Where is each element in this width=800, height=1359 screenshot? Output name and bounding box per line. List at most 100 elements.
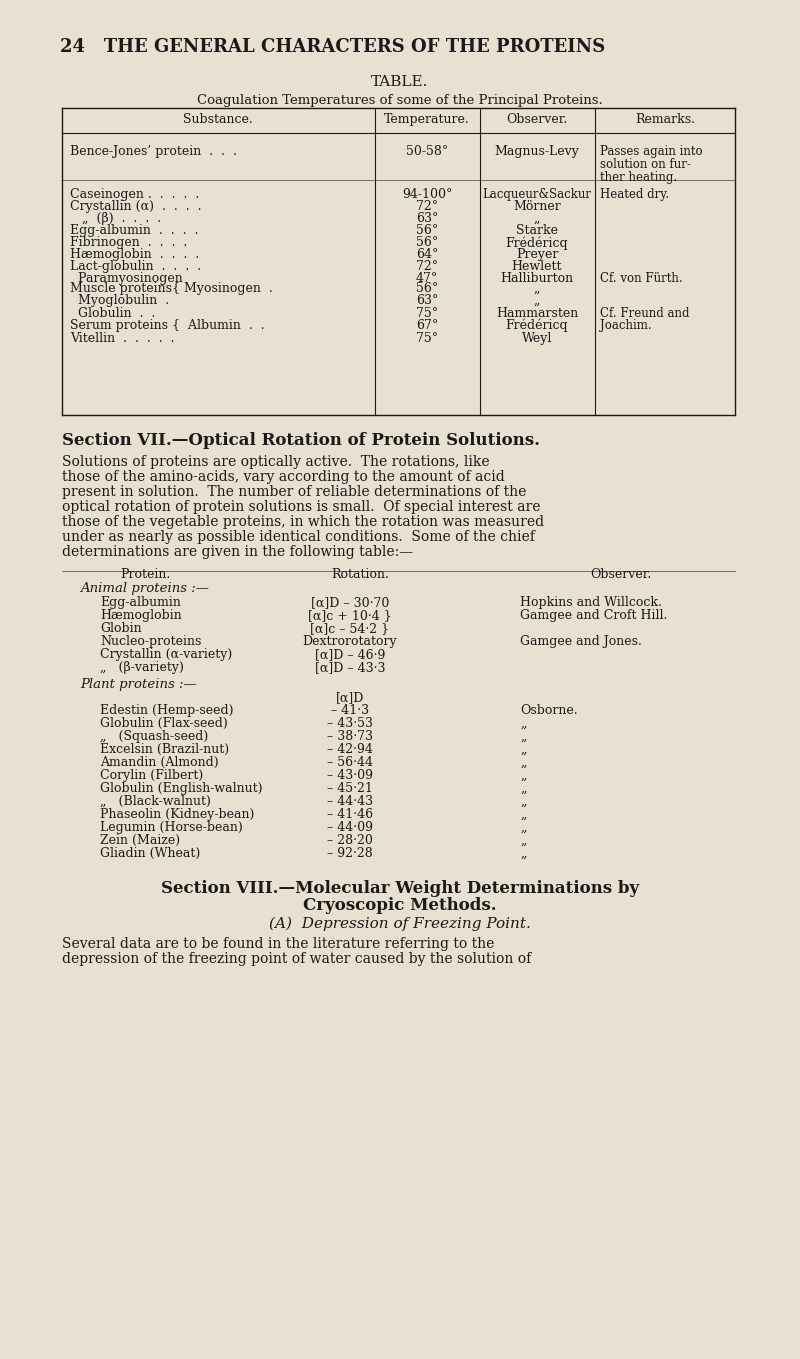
Text: „: „ [534, 294, 540, 307]
Text: [α]c – 54·2 }: [α]c – 54·2 } [310, 622, 390, 635]
Text: Animal proteins :—: Animal proteins :— [80, 582, 209, 595]
Text: Gamgee and Jones.: Gamgee and Jones. [520, 635, 642, 648]
Text: under as nearly as possible identical conditions.  Some of the chief: under as nearly as possible identical co… [62, 530, 535, 544]
Text: Magnus-Levy: Magnus-Levy [494, 145, 579, 158]
Text: „: „ [520, 834, 526, 847]
Text: Amandin (Almond): Amandin (Almond) [100, 756, 218, 769]
Text: 67°: 67° [416, 319, 438, 332]
Text: – 28·20: – 28·20 [327, 834, 373, 847]
Text: Egg-albumin: Egg-albumin [100, 597, 181, 609]
Text: „   (β-variety): „ (β-variety) [100, 660, 184, 674]
Text: Coagulation Temperatures of some of the Principal Proteins.: Coagulation Temperatures of some of the … [197, 94, 603, 107]
Text: Halliburton: Halliburton [501, 272, 574, 285]
Text: Hewlett: Hewlett [512, 260, 562, 273]
Text: Gliadin (Wheat): Gliadin (Wheat) [100, 847, 200, 860]
Text: – 44·43: – 44·43 [327, 795, 373, 809]
Text: Heated dry.: Heated dry. [600, 188, 669, 201]
Text: 56°: 56° [416, 236, 438, 249]
Text: – 44·09: – 44·09 [327, 821, 373, 834]
Text: – 41·3: – 41·3 [331, 704, 369, 718]
Text: Egg-albumin  .  .  .  .: Egg-albumin . . . . [70, 224, 198, 236]
Text: optical rotation of protein solutions is small.  Of special interest are: optical rotation of protein solutions is… [62, 500, 541, 514]
Text: Observer.: Observer. [506, 113, 568, 126]
Text: „: „ [520, 730, 526, 743]
Text: Crystallin (α-variety): Crystallin (α-variety) [100, 648, 232, 660]
Text: 56°: 56° [416, 224, 438, 236]
Text: Frédéricq: Frédéricq [506, 236, 568, 250]
Text: „: „ [520, 743, 526, 756]
Text: 94-100°: 94-100° [402, 188, 452, 201]
Text: Legumin (Horse-bean): Legumin (Horse-bean) [100, 821, 242, 834]
Text: „: „ [520, 821, 526, 834]
Text: Mörner: Mörner [513, 200, 561, 213]
Text: Globin: Globin [100, 622, 142, 635]
Text: – 38·73: – 38·73 [327, 730, 373, 743]
Text: those of the vegetable proteins, in which the rotation was measured: those of the vegetable proteins, in whic… [62, 515, 544, 529]
Text: „   (Black-walnut): „ (Black-walnut) [100, 795, 211, 809]
Text: Serum proteins {  Albumin  .  .: Serum proteins { Albumin . . [70, 319, 265, 332]
Text: 50-58°: 50-58° [406, 145, 448, 158]
Text: Bence-Jones’ protein  .  .  .: Bence-Jones’ protein . . . [70, 145, 237, 158]
Text: Corylin (Filbert): Corylin (Filbert) [100, 769, 203, 781]
Text: Substance.: Substance. [183, 113, 253, 126]
Text: „: „ [520, 795, 526, 809]
Text: Lacqueur&Sackur: Lacqueur&Sackur [482, 188, 591, 201]
Text: Vitellin  .  .  .  .  .: Vitellin . . . . . [70, 332, 174, 345]
Text: [α]D – 43·3: [α]D – 43·3 [314, 660, 386, 674]
Text: Edestin (Hemp-seed): Edestin (Hemp-seed) [100, 704, 234, 718]
Text: 75°: 75° [416, 307, 438, 319]
Text: Hæmoglobin: Hæmoglobin [100, 609, 182, 622]
Text: – 56·44: – 56·44 [327, 756, 373, 769]
Text: Section VII.—Optical Rotation of Protein Solutions.: Section VII.—Optical Rotation of Protein… [62, 432, 540, 448]
Text: Excelsin (Brazil-nut): Excelsin (Brazil-nut) [100, 743, 229, 756]
Text: Nucleo-proteins: Nucleo-proteins [100, 635, 202, 648]
Text: determinations are given in the following table:—: determinations are given in the followin… [62, 545, 413, 559]
Text: – 43·09: – 43·09 [327, 769, 373, 781]
Text: 72°: 72° [416, 260, 438, 273]
Text: „: „ [520, 769, 526, 781]
Text: (A)  Depression of Freezing Point.: (A) Depression of Freezing Point. [269, 917, 531, 931]
Text: Muscle proteins{ Myosinogen  .: Muscle proteins{ Myosinogen . [70, 283, 273, 295]
Text: Section VIII.—Molecular Weight Determinations by: Section VIII.—Molecular Weight Determina… [161, 881, 639, 897]
Text: 56°: 56° [416, 283, 438, 295]
Text: Hæmoglobin  .  .  .  .: Hæmoglobin . . . . [70, 247, 199, 261]
Text: those of the amino-acids, vary according to the amount of acid: those of the amino-acids, vary according… [62, 470, 505, 484]
Text: „: „ [534, 212, 540, 226]
Text: Joachim.: Joachim. [600, 319, 652, 332]
Text: Observer.: Observer. [590, 568, 651, 582]
Text: „: „ [520, 718, 526, 730]
Text: depression of the freezing point of water caused by the solution of: depression of the freezing point of wate… [62, 953, 531, 966]
Text: „  (β)  .  .  .  .: „ (β) . . . . [70, 212, 161, 226]
Text: Solutions of proteins are optically active.  The rotations, like: Solutions of proteins are optically acti… [62, 455, 490, 469]
Text: Phaseolin (Kidney-bean): Phaseolin (Kidney-bean) [100, 809, 254, 821]
Text: 63°: 63° [416, 212, 438, 226]
Text: Hammarsten: Hammarsten [496, 307, 578, 319]
Text: Gamgee and Croft Hill.: Gamgee and Croft Hill. [520, 609, 667, 622]
Text: Temperature.: Temperature. [384, 113, 470, 126]
Text: Globulin (Flax-seed): Globulin (Flax-seed) [100, 718, 228, 730]
Text: Remarks.: Remarks. [635, 113, 695, 126]
Text: [α]c + 10·4 }: [α]c + 10·4 } [308, 609, 392, 622]
Text: Zein (Maize): Zein (Maize) [100, 834, 180, 847]
Text: „: „ [534, 283, 540, 295]
Text: Rotation.: Rotation. [331, 568, 389, 582]
Text: Weyl: Weyl [522, 332, 552, 345]
Text: „: „ [520, 781, 526, 795]
Text: Paramyosinogen: Paramyosinogen [70, 272, 182, 285]
Text: Osborne.: Osborne. [520, 704, 578, 718]
Text: Hopkins and Willcock.: Hopkins and Willcock. [520, 597, 662, 609]
Text: – 43·53: – 43·53 [327, 718, 373, 730]
Text: „   (Squash-seed): „ (Squash-seed) [100, 730, 208, 743]
Text: – 45·21: – 45·21 [327, 781, 373, 795]
Text: „: „ [520, 847, 526, 860]
Text: present in solution.  The number of reliable determinations of the: present in solution. The number of relia… [62, 485, 526, 499]
Text: – 92·28: – 92·28 [327, 847, 373, 860]
Text: [α]D – 46·9: [α]D – 46·9 [315, 648, 385, 660]
Text: Dextrorotatory: Dextrorotatory [302, 635, 398, 648]
Text: „: „ [520, 756, 526, 769]
Text: „: „ [520, 809, 526, 821]
Text: Cf. Freund and: Cf. Freund and [600, 307, 690, 319]
Text: TABLE.: TABLE. [371, 75, 429, 88]
Text: Crystallin (α)  .  .  .  .: Crystallin (α) . . . . [70, 200, 202, 213]
Text: Cryoscopic Methods.: Cryoscopic Methods. [303, 897, 497, 915]
